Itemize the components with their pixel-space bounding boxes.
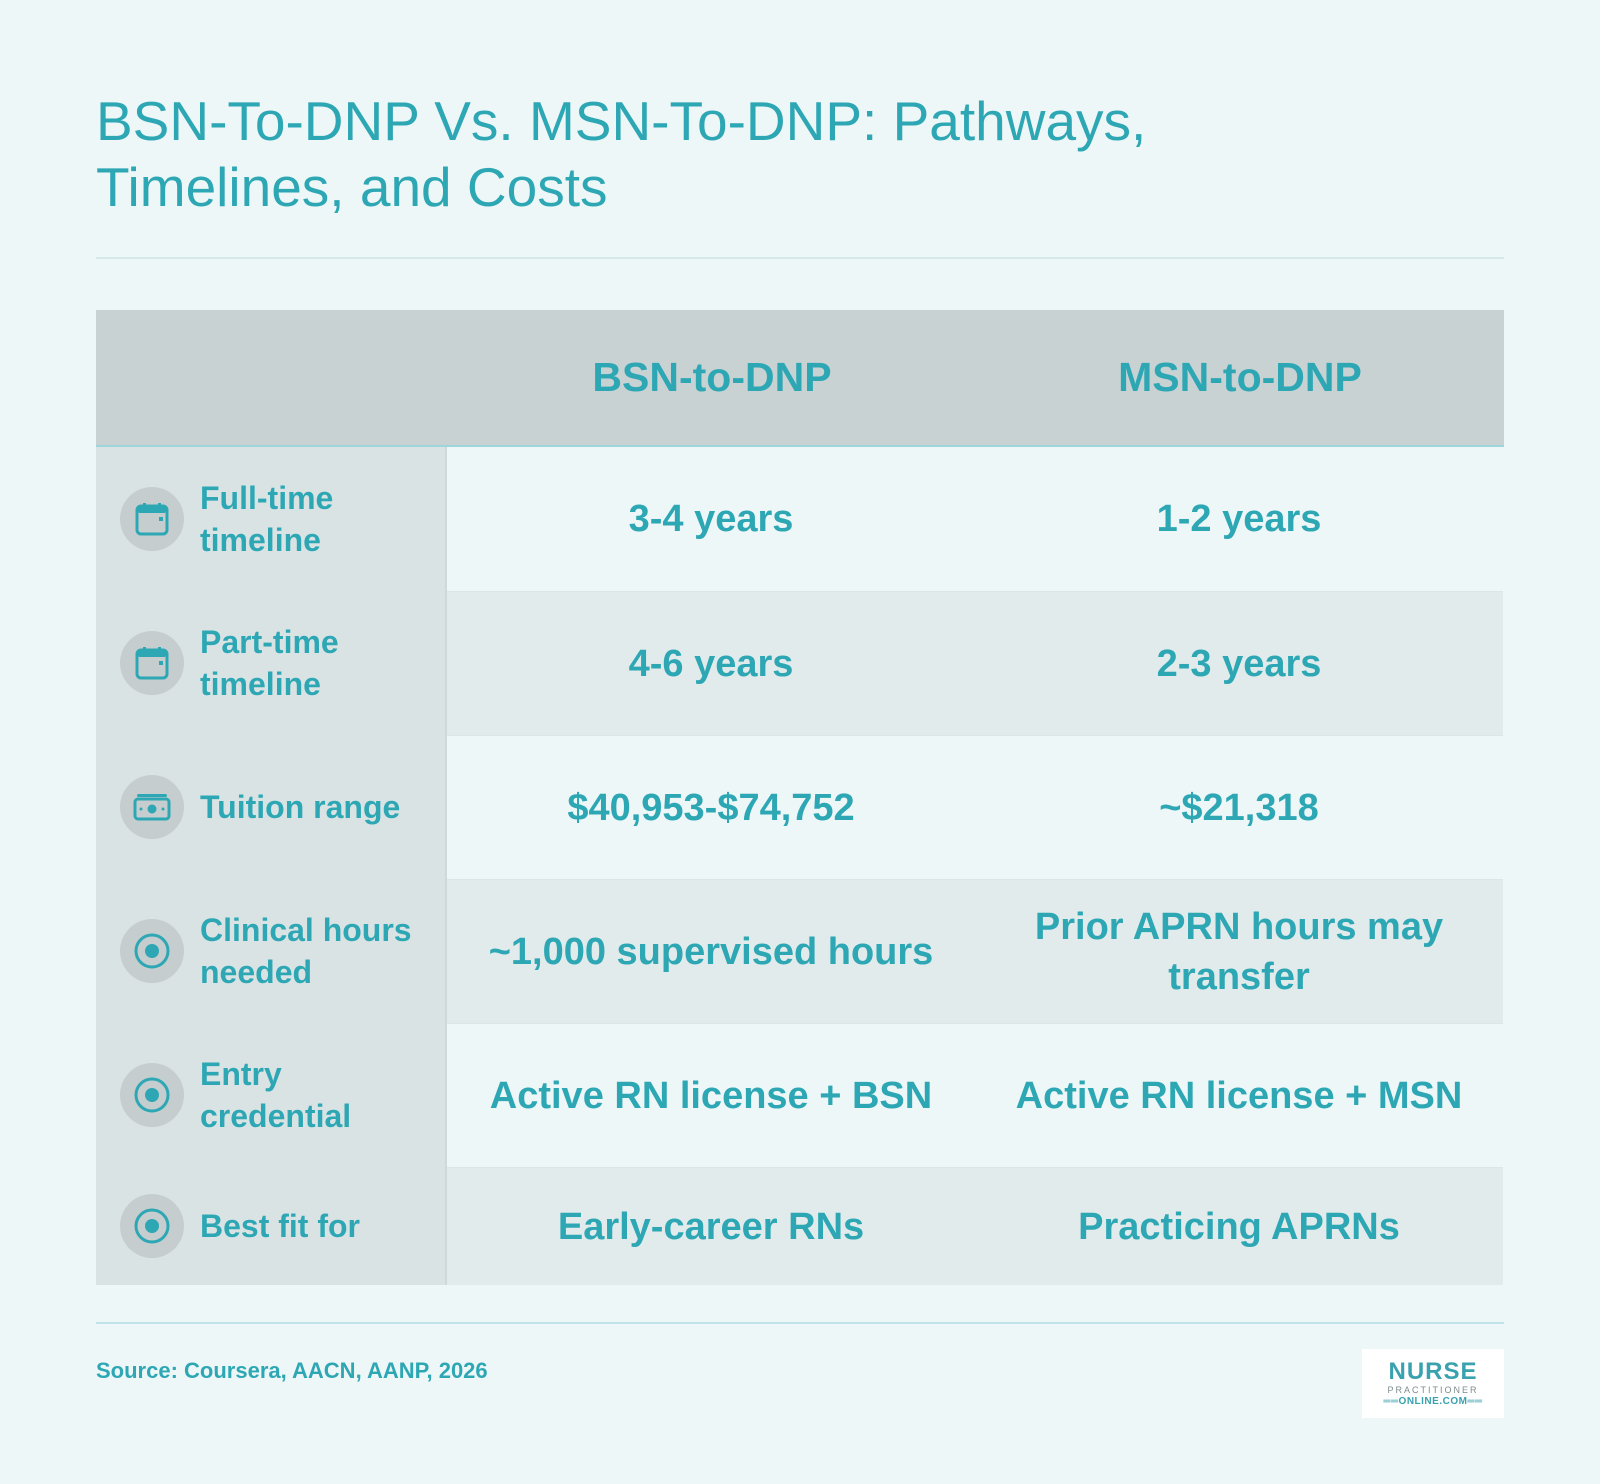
cell-msn-clinical-hours: Prior APRN hours may transfer <box>975 879 1503 1023</box>
header-corner <box>96 310 448 445</box>
title-divider <box>96 257 1504 259</box>
row-header-best-fit: Best fit for <box>96 1167 447 1285</box>
row-label: Entry credential <box>200 1056 352 1134</box>
cell-bsn-clinical-hours: ~1,000 supervised hours <box>447 879 975 1023</box>
comparison-table: BSN-to-DNP MSN-to-DNP Full-time timeline… <box>96 310 1504 1285</box>
table-header: BSN-to-DNP MSN-to-DNP <box>96 310 1504 447</box>
source-note: Source: Coursera, AACN, AANP, 2026 <box>96 1358 488 1383</box>
table-row: Full-time timeline 3-4 years 1-2 years <box>96 447 1504 591</box>
cell-msn-best-fit: Practicing APRNs <box>975 1167 1503 1285</box>
table-row: Entry credential Active RN license + BSN… <box>96 1023 1504 1167</box>
row-label: Tuition range <box>200 789 401 825</box>
table-row: Clinical hours needed ~1,000 supervised … <box>96 879 1504 1023</box>
table-row: Tuition range $40,953-$74,752 ~$21,318 <box>96 735 1504 879</box>
cell-bsn-entry-credential: Active RN license + BSN <box>447 1023 975 1167</box>
row-header-clinical-hours: Clinical hours needed <box>96 879 447 1023</box>
calendar-icon <box>120 487 184 551</box>
footer-divider <box>96 1322 1504 1324</box>
target-icon <box>120 919 184 983</box>
page-title: BSN-To-DNP Vs. MSN-To-DNP: Pathways, Tim… <box>96 90 1147 218</box>
cell-msn-part-time: 2-3 years <box>975 591 1503 735</box>
cell-bsn-tuition: $40,953-$74,752 <box>447 735 975 879</box>
cell-bsn-full-time: 3-4 years <box>447 447 975 591</box>
money-icon <box>120 775 184 839</box>
row-header-full-time-timeline: Full-time timeline <box>96 447 447 591</box>
table-row: Part-time timeline 4-6 years 2-3 years <box>96 591 1504 735</box>
row-label: Full-time timeline <box>200 480 334 558</box>
table-row: Best fit for Early-career RNs Practicing… <box>96 1167 1504 1285</box>
cell-msn-entry-credential: Active RN license + MSN <box>975 1023 1503 1167</box>
column-header-bsn-to-dnp: BSN-to-DNP <box>592 354 832 400</box>
target-icon <box>120 1063 184 1127</box>
logo[interactable]: NURSE PRACTITIONER ══ONLINE.COM══ <box>1362 1349 1504 1418</box>
cell-bsn-best-fit: Early-career RNs <box>447 1167 975 1285</box>
row-label: Part-time timeline <box>200 624 339 702</box>
row-label: Best fit for <box>200 1208 360 1244</box>
logo-domain: ══ONLINE.COM══ <box>1383 1395 1483 1407</box>
row-label: Clinical hours needed <box>200 912 412 990</box>
logo-subtitle: PRACTITIONER <box>1387 1384 1479 1395</box>
column-header-msn-to-dnp: MSN-to-DNP <box>1118 354 1362 400</box>
cell-bsn-part-time: 4-6 years <box>447 591 975 735</box>
calendar-icon <box>120 631 184 695</box>
cell-msn-full-time: 1-2 years <box>975 447 1503 591</box>
row-header-part-time-timeline: Part-time timeline <box>96 591 447 735</box>
row-header-tuition-range: Tuition range <box>96 735 447 879</box>
target-icon <box>120 1194 184 1258</box>
cell-msn-tuition: ~$21,318 <box>975 735 1503 879</box>
logo-wordmark: NURSE <box>1388 1357 1478 1385</box>
row-header-entry-credential: Entry credential <box>96 1023 447 1167</box>
